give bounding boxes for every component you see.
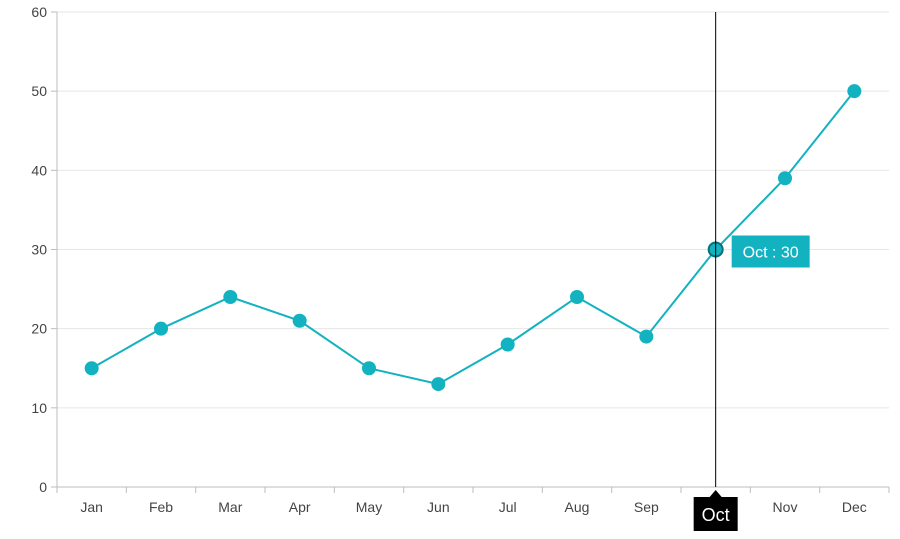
x-tick-label: Feb	[149, 499, 173, 515]
x-tick-label: Jan	[80, 499, 103, 515]
data-tooltip-label: Oct : 30	[743, 245, 799, 262]
x-tick-label: Mar	[218, 499, 242, 515]
grid-layer	[57, 11, 889, 409]
y-tick-label: 40	[31, 162, 47, 178]
data-point-marker[interactable]	[500, 337, 515, 352]
data-point-marker[interactable]	[223, 290, 238, 304]
axis-tooltip-pointer	[709, 490, 722, 497]
data-tooltip-background	[731, 235, 810, 268]
x-tick-label: May	[356, 499, 382, 515]
axis-tooltip-background	[693, 497, 738, 531]
y-tick-label: 20	[31, 321, 47, 337]
series-line	[91, 90, 856, 386]
y-tick-label: 50	[31, 83, 47, 99]
x-tick-label: Nov	[773, 499, 798, 515]
data-point-marker[interactable]	[431, 377, 446, 392]
data-point-marker[interactable]	[84, 361, 99, 376]
tooltip-layer: Oct : 30 Oct	[693, 235, 810, 531]
x-tick-label: Sep	[634, 499, 659, 515]
data-point-marker[interactable]	[639, 329, 654, 344]
axis-tooltip-label: Oct	[702, 505, 730, 525]
data-point-marker[interactable]	[292, 313, 307, 328]
x-tick-label: Jun	[427, 499, 450, 515]
data-point-marker[interactable]	[154, 321, 168, 336]
data-point-marker[interactable]	[570, 290, 584, 304]
y-tick-label: 30	[31, 242, 47, 258]
y-tick-label: 60	[31, 4, 47, 20]
x-tick-label: Apr	[289, 499, 311, 515]
axis-layer: 0 10 20 30 40 50 60 Jan Feb Mar Apr May Jun Jul Aug Sep…	[31, 4, 890, 515]
y-tick-label: 0	[39, 479, 47, 495]
data-point-marker[interactable]	[362, 361, 376, 376]
data-point-marker[interactable]	[778, 171, 792, 186]
x-tick-label: Aug	[565, 499, 590, 515]
y-tick-label: 10	[31, 400, 47, 416]
x-tick-label: Jul	[499, 499, 517, 515]
x-tick-label: Dec	[842, 499, 867, 515]
data-point-marker[interactable]	[847, 84, 862, 99]
